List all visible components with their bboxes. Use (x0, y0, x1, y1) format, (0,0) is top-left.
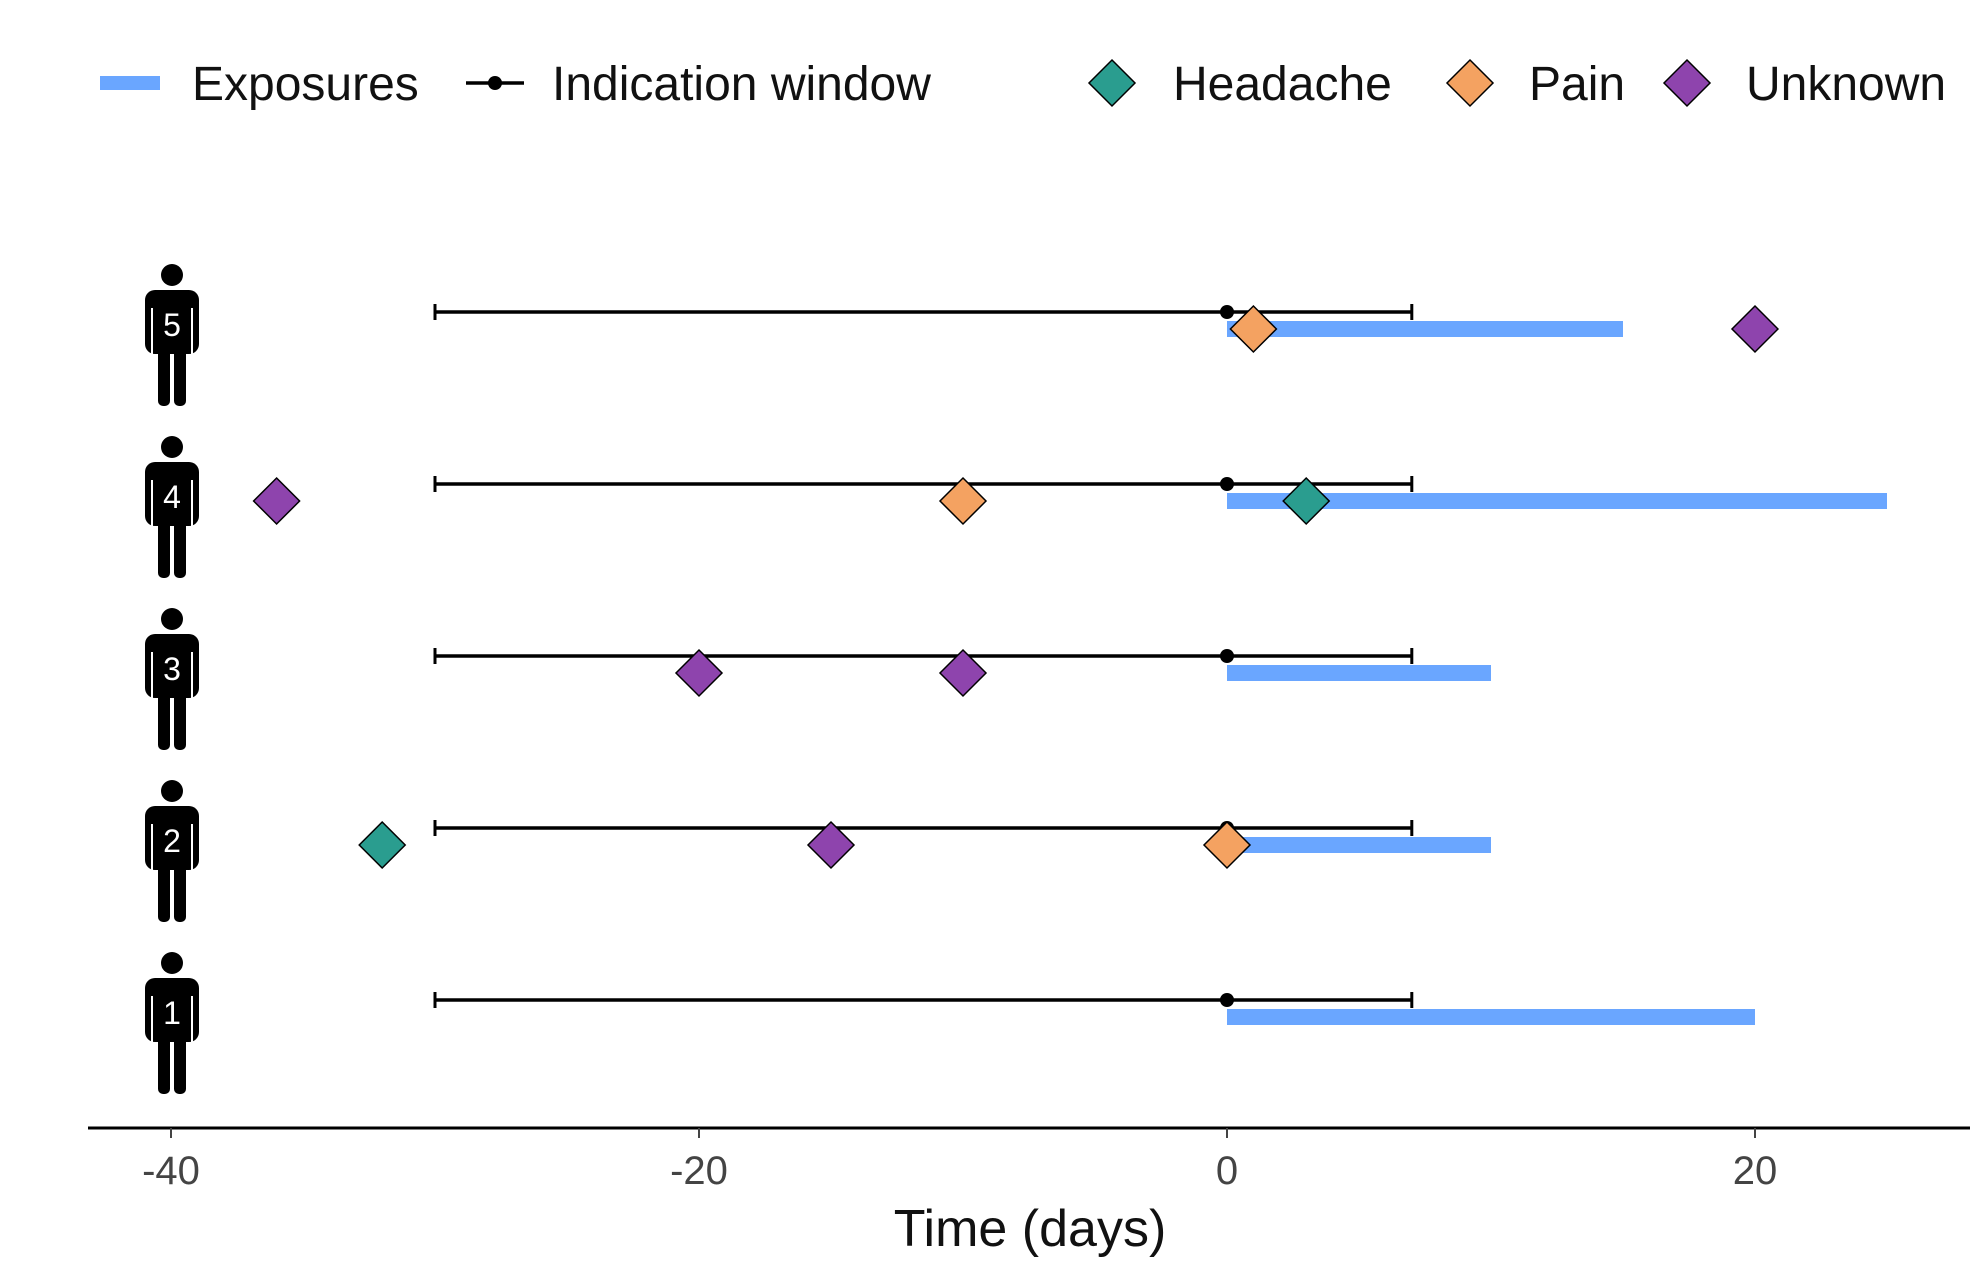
legend-item: Headache (1087, 58, 1392, 111)
person-left-leg (158, 862, 170, 922)
person-icon: 2 (145, 780, 199, 922)
exposure-bar (1227, 321, 1623, 337)
patient-row: 3 (145, 608, 1491, 750)
event-marker-unknown (1730, 304, 1780, 354)
person-left-leg (158, 346, 170, 406)
person-left-leg (158, 518, 170, 578)
patient-id-label: 3 (163, 651, 181, 687)
event-marker-pain (1229, 304, 1278, 354)
legend-key-window-point (488, 76, 502, 90)
person-right-leg (174, 1034, 186, 1094)
person-right-leg (174, 518, 186, 578)
patient-id-label: 2 (163, 823, 181, 859)
person-icon: 3 (145, 608, 199, 750)
person-torso (145, 978, 199, 1042)
legend-label: Headache (1173, 58, 1392, 111)
index-date-point (1220, 305, 1234, 319)
person-icon: 5 (145, 264, 199, 406)
person-icon: 1 (145, 952, 199, 1094)
x-tick-label: 20 (1733, 1149, 1778, 1193)
legend-key-diamond (1445, 58, 1495, 108)
x-axis: -40 -20 0 20 (88, 1126, 1970, 1193)
person-head (161, 264, 183, 286)
person-left-leg (158, 1034, 170, 1094)
person-head (161, 436, 183, 458)
person-torso (145, 634, 199, 698)
legend-item: Pain (1445, 58, 1625, 111)
patient-id-label: 5 (163, 307, 181, 343)
legend-label: Indication window (552, 58, 931, 111)
legend-key-exposure-bar (100, 76, 160, 90)
person-torso (145, 806, 199, 870)
x-axis-title: Time (days) (894, 1200, 1167, 1258)
exposure-bar (1227, 1009, 1755, 1025)
event-marker-unknown (674, 648, 724, 698)
legend-key-diamond (1087, 58, 1137, 108)
legend-label: Pain (1529, 58, 1625, 111)
index-date-point (1220, 477, 1234, 491)
x-tick-label: -20 (670, 1149, 728, 1193)
person-right-leg (174, 862, 186, 922)
legend-item: Indication window (466, 58, 931, 111)
patient-row: 2 (145, 780, 1491, 922)
event-marker-pain (1202, 820, 1252, 870)
exposure-bar (1227, 493, 1887, 509)
legend-label: Exposures (192, 58, 419, 111)
event-marker-unknown (252, 476, 301, 526)
index-date-point (1220, 649, 1234, 663)
index-date-point (1220, 993, 1234, 1007)
event-marker-unknown (938, 648, 988, 698)
legend-label: Unknown (1746, 58, 1946, 111)
person-torso (145, 290, 199, 354)
patient-row: 5 (145, 264, 1780, 406)
x-tick-label: -40 (142, 1149, 200, 1193)
event-marker-pain (938, 476, 988, 526)
plot-area: 1 2 3 4 5 (145, 264, 1887, 1094)
patient-row: 4 (145, 436, 1887, 578)
exposure-bar (1227, 665, 1491, 681)
event-marker-headache (358, 820, 407, 870)
patient-row: 1 (145, 952, 1755, 1094)
legend: Exposures Indication window Headache Pain Un… (100, 58, 1946, 111)
person-head (161, 952, 183, 974)
x-tick-label: 0 (1216, 1149, 1238, 1193)
legend-item: Unknown (1662, 58, 1946, 111)
legend-key-diamond (1662, 58, 1712, 108)
person-right-leg (174, 346, 186, 406)
event-marker-unknown (806, 820, 856, 870)
person-head (161, 608, 183, 630)
patient-id-label: 1 (163, 995, 181, 1031)
exposure-bar (1227, 837, 1491, 853)
person-left-leg (158, 690, 170, 750)
patient-id-label: 4 (163, 479, 181, 515)
person-icon: 4 (145, 436, 199, 578)
event-marker-headache (1282, 476, 1331, 526)
legend-item: Exposures (100, 58, 419, 111)
person-head (161, 780, 183, 802)
person-right-leg (174, 690, 186, 750)
person-torso (145, 462, 199, 526)
